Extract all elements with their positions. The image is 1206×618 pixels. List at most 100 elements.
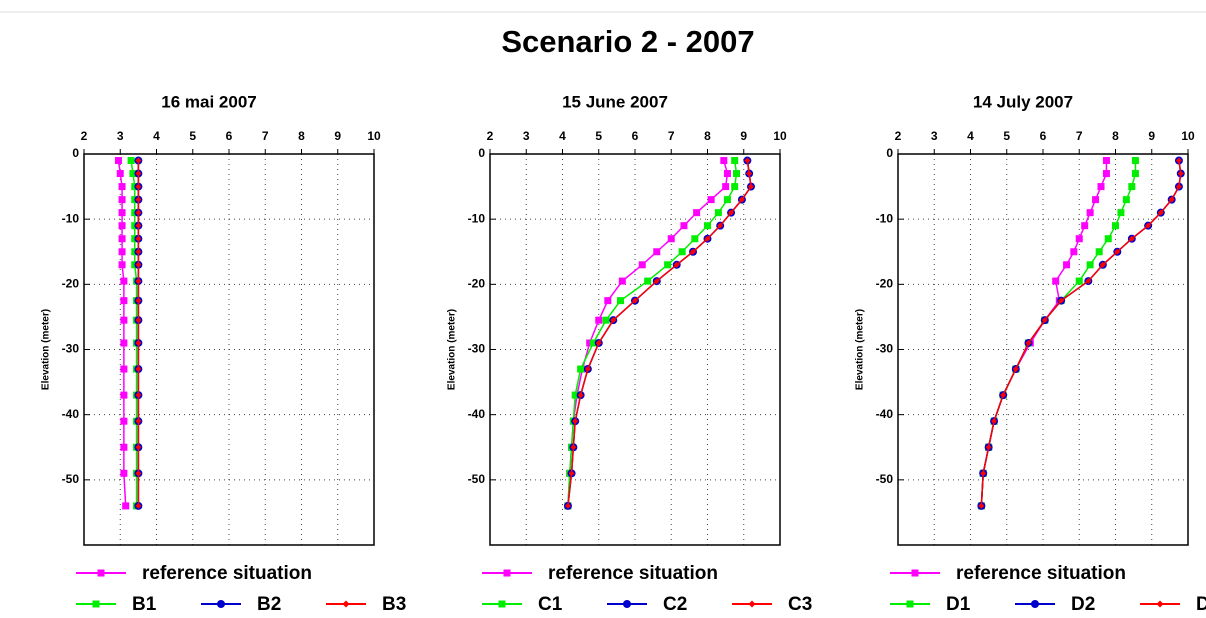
marker [673,261,680,268]
marker [1041,317,1048,324]
marker [586,339,594,347]
y-tick-label: -20 [62,277,80,291]
marker [1177,170,1184,177]
x-tick-label: 7 [668,129,675,143]
marker [1063,261,1071,269]
y-tick-label: -10 [876,211,894,225]
y-tick-label: -30 [876,342,894,356]
y-axis-label: Elevation (meter) [855,309,866,390]
legend-marker [911,569,919,577]
marker [1092,196,1100,204]
y-tick-label: -40 [468,407,486,421]
marker [714,209,722,217]
marker [991,418,998,425]
legend-marker [97,569,105,577]
marker [1012,366,1019,373]
marker [135,366,142,373]
marker [723,170,731,178]
marker [653,278,660,285]
legend-marker [748,600,756,608]
chart-title: 16 mai 2007 [161,92,256,111]
x-tick-label: 9 [1148,129,1155,143]
legend-label: B3 [382,594,406,615]
marker [1070,248,1078,256]
marker [1175,183,1182,190]
marker [746,170,753,177]
marker [733,170,740,178]
marker [120,443,128,451]
marker [135,444,142,451]
marker [1104,235,1112,243]
y-tick-label: -20 [876,277,894,291]
marker [604,297,612,305]
legend-label: D2 [1071,594,1095,615]
legend-label: C3 [788,594,812,615]
marker [1175,157,1182,164]
legend-label: B1 [132,594,157,615]
legend-marker [92,600,100,608]
marker [1112,222,1119,230]
marker [1157,209,1164,216]
marker [691,235,699,243]
marker [617,297,624,305]
marker [1097,183,1105,191]
y-tick-label: -20 [468,277,486,291]
series-line [980,160,1137,506]
y-axis-label: Elevation (meter) [447,309,458,390]
marker [693,209,701,217]
marker [122,502,130,510]
x-tick-label: 9 [334,129,341,143]
y-tick-label: -30 [468,342,486,356]
y-tick-label: -50 [468,472,486,486]
marker [577,365,585,373]
marker [644,277,652,285]
marker [135,222,142,229]
y-tick-label: -50 [876,472,894,486]
marker [1122,196,1130,204]
marker [135,235,142,242]
plot-frame [83,153,375,546]
legend-label: D3 [1196,594,1206,615]
x-tick-label: 10 [367,129,381,143]
marker [980,470,987,477]
legend-label: reference situation [548,563,718,584]
x-tick-label: 5 [595,129,602,143]
marker [690,248,696,255]
marker [120,391,128,399]
marker [129,170,137,178]
marker [120,339,128,347]
x-tick-label: 4 [559,129,566,143]
legend-marker [498,600,506,608]
marker [135,470,142,477]
y-axis-label: Elevation (meter) [41,309,52,390]
x-tick-label: 6 [226,129,233,143]
marker [618,277,626,285]
legend-label: C1 [538,594,563,615]
marker [135,170,142,177]
marker [722,183,730,191]
marker [1095,248,1103,256]
marker [1025,339,1032,346]
marker [118,248,126,256]
x-tick-label: 8 [1112,129,1119,143]
marker [577,392,584,399]
legend-marker [503,569,511,577]
marker [120,469,128,477]
x-tick-label: 6 [632,129,639,143]
marker [135,339,142,346]
marker [728,209,735,216]
marker [1128,235,1135,242]
y-tick-label: -40 [876,407,894,421]
legend-marker [1031,600,1039,608]
marker [1085,278,1092,285]
marker [664,261,672,269]
marker [1086,261,1094,269]
x-tick-label: 2 [81,129,88,143]
marker [610,317,617,324]
marker [1086,209,1094,217]
marker [116,170,124,178]
y-tick-label: -10 [62,211,80,225]
marker [704,235,711,242]
figure-title: Scenario 2 - 2007 [501,24,754,59]
